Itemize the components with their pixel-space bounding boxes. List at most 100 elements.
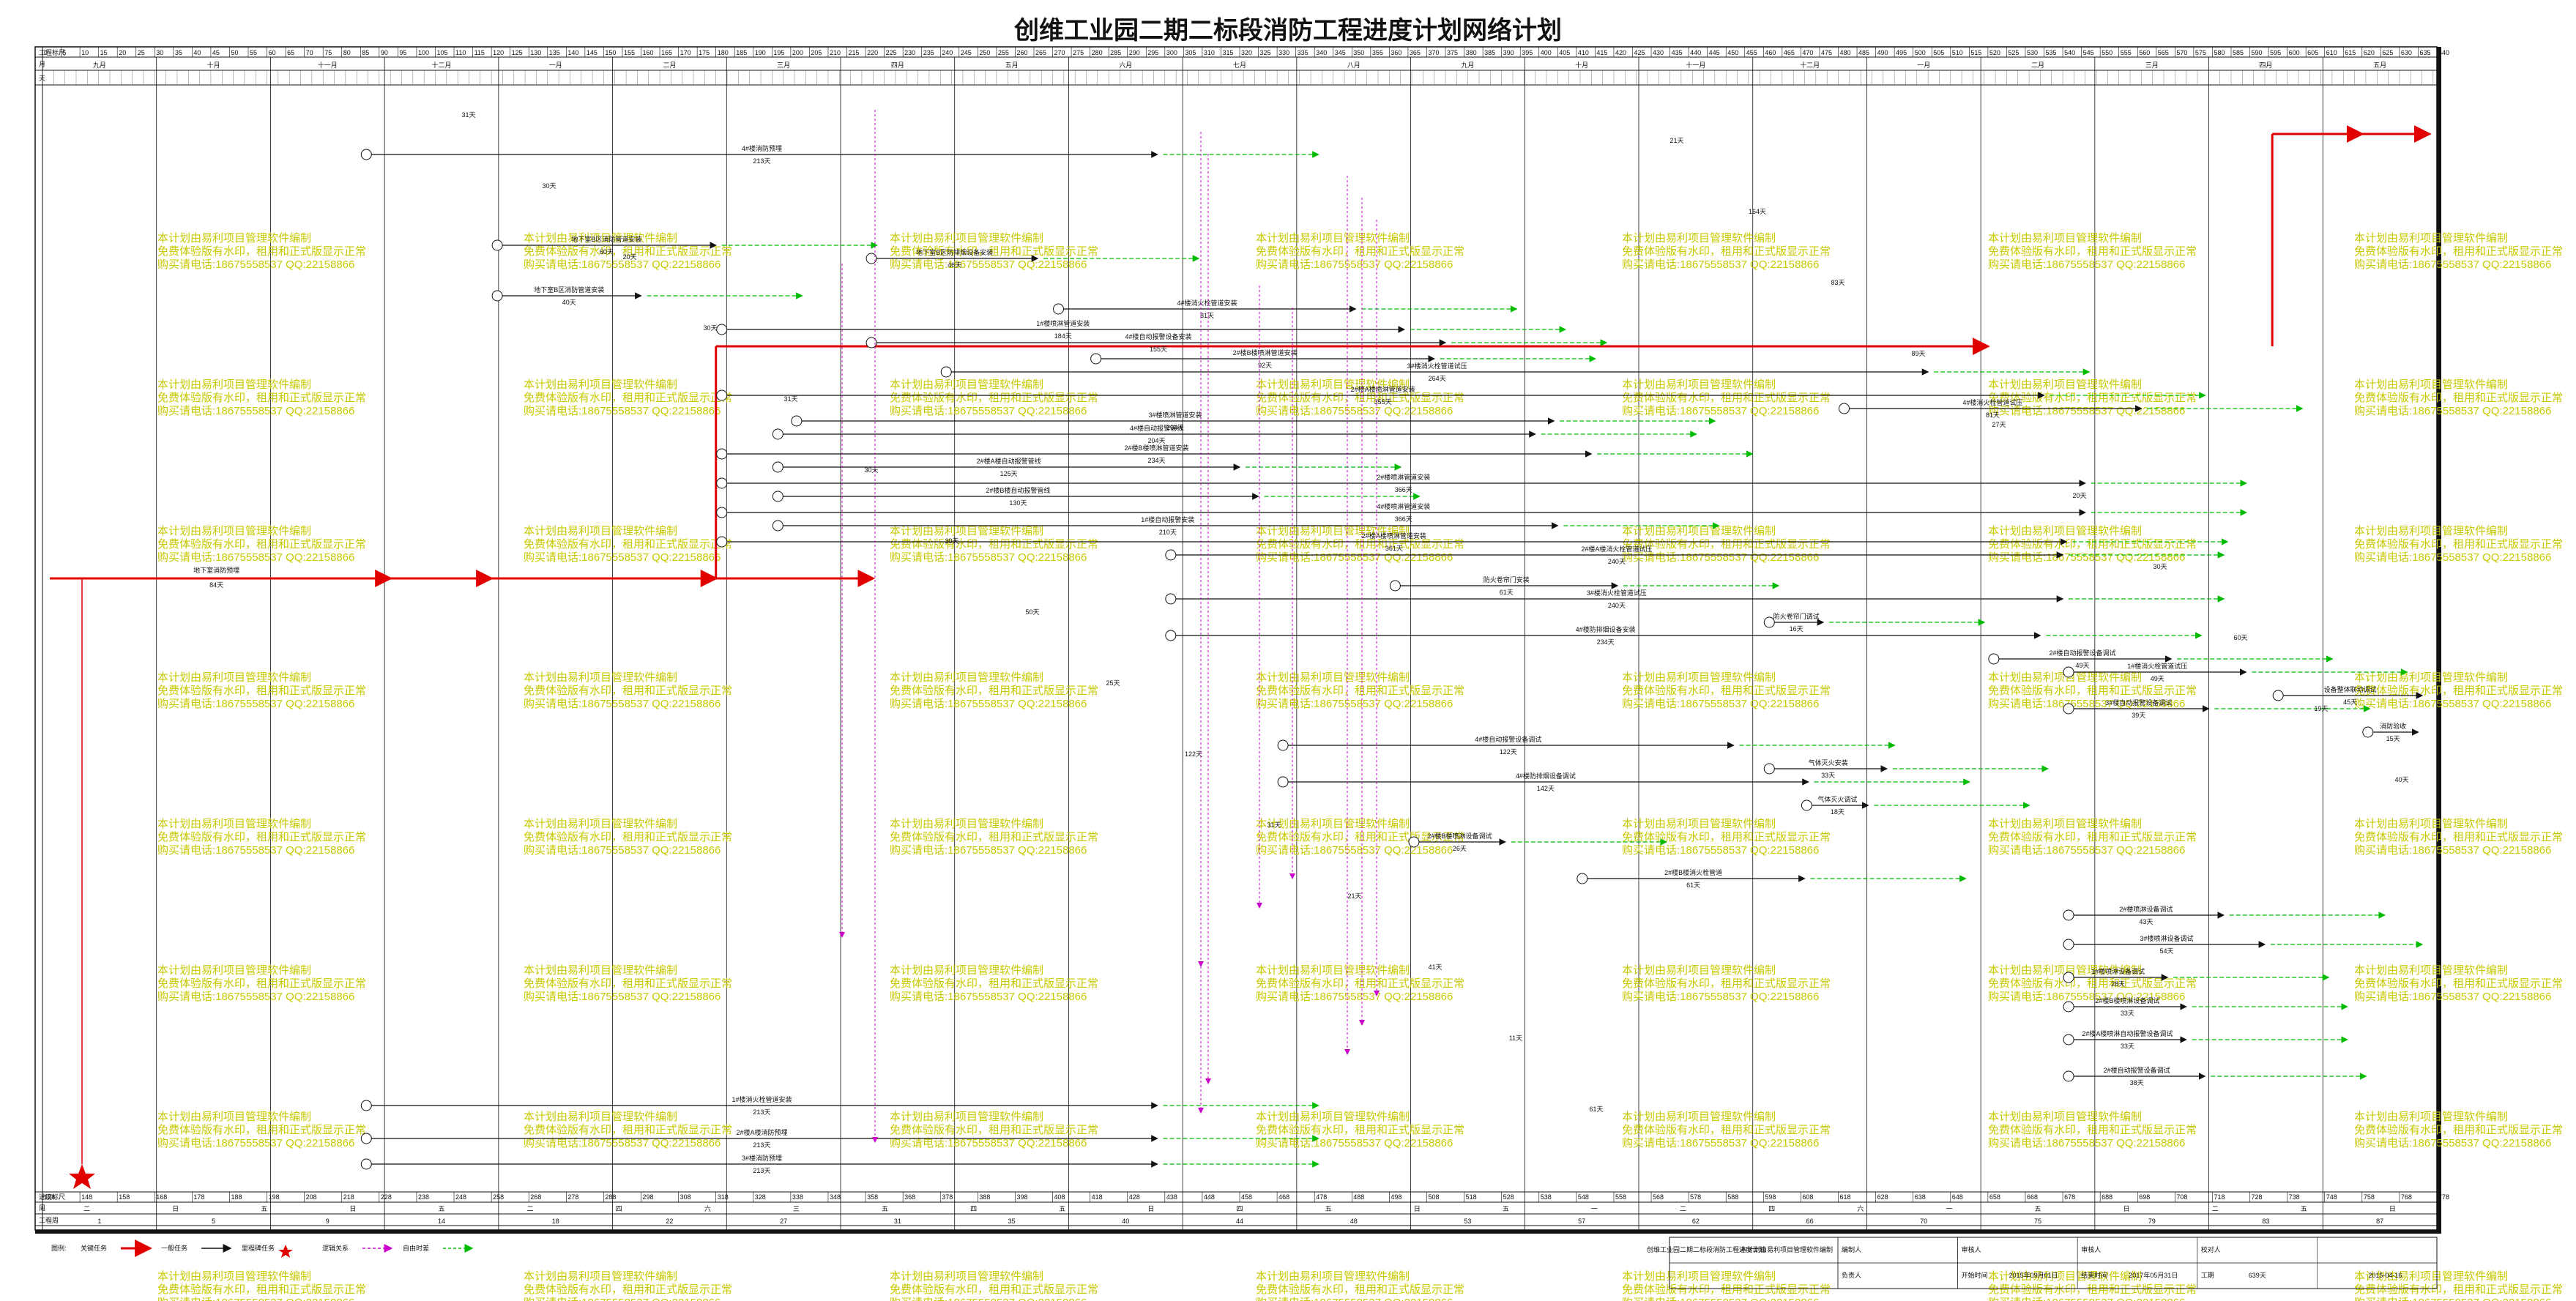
bottom-scale-label: 658 [1989, 1193, 2000, 1201]
watermark-text: 购买请电话:18675558537 QQ:22158866 [157, 551, 354, 564]
watermark-text: 购买请电话:18675558537 QQ:22158866 [524, 258, 721, 271]
week-label: 日 [1414, 1205, 1421, 1212]
scale-tick-label: 330 [1278, 49, 1289, 56]
float-label: 31天 [461, 111, 475, 119]
scale-tick-label: 605 [2307, 49, 2318, 56]
task-name: 2#楼A楼消防预埋 [736, 1128, 787, 1136]
scale-tick-label: 275 [1073, 49, 1084, 56]
watermark-text: 免费体验版有水印，租用和正式版显示正常 [157, 977, 366, 990]
task-name: 地下室B区消防管道安装 [571, 235, 641, 243]
scale-tick-label: 240 [942, 49, 953, 56]
scale-tick-label: 50 [231, 49, 238, 56]
bottom-scale-label: 208 [306, 1193, 317, 1201]
bottom-scale-label: 348 [830, 1193, 841, 1201]
watermark-text: 免费体验版有水印，租用和正式版显示正常 [1988, 977, 2197, 990]
scale-tick-label: 175 [699, 49, 710, 56]
scale-tick-label: 350 [1353, 49, 1364, 56]
bottom-scale-label: 168 [156, 1193, 167, 1201]
task-name: 4#楼消火栓管道安装 [1177, 299, 1237, 307]
task-name: 3#楼消火栓管道试压 [1587, 589, 1647, 597]
scale-tick-label: 210 [830, 49, 841, 56]
task-node [1408, 836, 1420, 848]
scale-tick-label: 170 [680, 49, 691, 56]
week-label: 五 [1325, 1205, 1332, 1212]
task-duration: 210天 [1159, 529, 1177, 536]
watermark-text: 本计划由易利项目管理软件编制 [2354, 525, 2508, 537]
bottom-scale-label: 148 [81, 1193, 92, 1201]
week-label: 一 [1591, 1205, 1598, 1212]
scale-tick-label: 460 [1765, 49, 1776, 56]
bottom-scale-label: 238 [418, 1193, 429, 1201]
task-name: 4#楼自动报警设备调试 [1475, 735, 1541, 743]
watermark-text: 本计划由易利项目管理软件编制 [1256, 379, 1410, 391]
task-duration: 26天 [1453, 845, 1467, 852]
watermark-text: 本计划由易利项目管理软件编制 [1622, 818, 1776, 830]
float-label: 164天 [1749, 208, 1766, 215]
month-label: 二月 [663, 61, 676, 69]
watermark-text: 本计划由易利项目管理软件编制 [2354, 964, 2508, 977]
watermark-text: 免费体验版有水印，租用和正式版显示正常 [890, 685, 1098, 697]
task-duration: 38天 [2130, 1079, 2144, 1086]
task-duration: 213天 [753, 1167, 770, 1174]
watermark-text: 本计划由易利项目管理软件编制 [1256, 1111, 1410, 1123]
watermark-text: 购买请电话:18675558537 QQ:22158866 [1988, 698, 2185, 710]
watermark-text: 免费体验版有水印，租用和正式版显示正常 [1988, 685, 2197, 697]
scale-tick-label: 220 [867, 49, 878, 56]
watermark-text: 免费体验版有水印，租用和正式版显示正常 [1988, 1124, 2197, 1136]
task-duration: 92天 [1258, 362, 1272, 369]
scale-tick-label: 90 [381, 49, 388, 56]
watermark-text: 免费体验版有水印，租用和正式版显示正常 [2354, 1124, 2563, 1136]
scale-tick-label: 395 [1522, 49, 1533, 56]
watermark-text: 免费体验版有水印，租用和正式版显示正常 [1256, 1283, 1464, 1296]
month-label: 四月 [891, 61, 904, 69]
project-week-label: 27 [780, 1218, 787, 1225]
bottom-scale-label: 328 [755, 1193, 766, 1201]
watermark-text: 购买请电话:18675558537 QQ:22158866 [1622, 258, 1819, 271]
watermark-text: 购买请电话:18675558537 QQ:22158866 [1988, 1137, 2185, 1149]
task-duration: 84天 [209, 581, 223, 589]
task-name: 2#楼B楼喷淋设备调试 [2095, 996, 2159, 1004]
info-field-key: 结束时间 [2081, 1271, 2107, 1279]
watermark-text: 免费体验版有水印，租用和正式版显示正常 [524, 1124, 732, 1136]
scale-tick-label: 470 [1802, 49, 1813, 56]
info-field-key: 负责人 [1842, 1271, 1861, 1279]
watermark-text: 本计划由易利项目管理软件编制 [1988, 525, 2142, 537]
bottom-scale-label: 198 [269, 1193, 280, 1201]
watermark-text: 购买请电话:18675558537 QQ:22158866 [524, 405, 721, 417]
scale-tick-label: 590 [2252, 49, 2263, 56]
task-name: 2#楼B楼喷淋管道安装 [1124, 444, 1188, 452]
bottom-scale-label: 538 [1541, 1193, 1552, 1201]
bottom-scale-label: 478 [1316, 1193, 1327, 1201]
float-label: 30天 [2153, 563, 2167, 570]
task-node [2063, 909, 2074, 921]
float-label: 30天 [864, 466, 878, 474]
task-node [360, 1100, 372, 1111]
task-name: 1#楼消火栓管道安装 [732, 1095, 792, 1103]
bottom-scale-label: 648 [1952, 1193, 1963, 1201]
task-name: 气体灭火安装 [1809, 758, 1848, 767]
watermark-text: 本计划由易利项目管理软件编制 [1256, 671, 1410, 684]
watermark-text: 免费体验版有水印，租用和正式版显示正常 [1988, 831, 2197, 843]
header-row-label: 天 [39, 75, 45, 82]
bottom-scale-label: 578 [1690, 1193, 1701, 1201]
week-label: 五 [1503, 1205, 1509, 1212]
bottom-scale-label: 588 [1727, 1193, 1738, 1201]
watermark-text: 购买请电话:18675558537 QQ:22158866 [1622, 991, 1819, 1003]
watermark-text: 免费体验版有水印，租用和正式版显示正常 [157, 1124, 366, 1136]
task-duration: 234天 [1147, 457, 1165, 464]
watermark-text: 购买请电话:18675558537 QQ:22158866 [1256, 1137, 1453, 1149]
watermark-text: 免费体验版有水印，租用和正式版显示正常 [1256, 392, 1464, 404]
watermark-text: 购买请电话:18675558537 QQ:22158866 [890, 844, 1087, 857]
watermark-text: 本计划由易利项目管理软件编制 [890, 379, 1043, 391]
task-node [1801, 799, 1812, 811]
task-duration: 264天 [1429, 375, 1446, 382]
watermark-text: 本计划由易利项目管理软件编制 [524, 964, 677, 977]
watermark-text: 本计划由易利项目管理软件编制 [1622, 1111, 1776, 1123]
project-week-label: 5 [212, 1218, 215, 1225]
scale-tick-label: 280 [1092, 49, 1103, 56]
watermark-text: 购买请电话:18675558537 QQ:22158866 [1622, 844, 1819, 857]
task-node [866, 337, 877, 348]
scale-tick-label: 155 [624, 49, 635, 56]
task-name: 2#楼A楼喷淋管道安装 [1362, 532, 1426, 540]
scale-tick-label: 465 [1784, 49, 1795, 56]
